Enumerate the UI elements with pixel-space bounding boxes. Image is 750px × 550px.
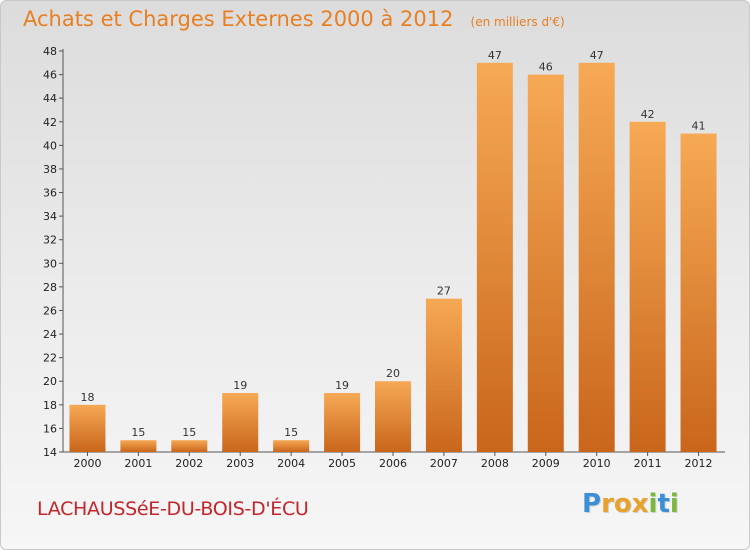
x-tick-label: 2009 — [532, 457, 560, 470]
bar-2005 — [324, 393, 361, 452]
y-tick-label: 42 — [43, 116, 57, 129]
bar-2010 — [578, 62, 615, 452]
y-tick-label: 22 — [43, 352, 57, 365]
data-label-2010: 47 — [590, 49, 604, 62]
chart-title: Achats et Charges Externes 2000 à 2012 — [23, 7, 454, 31]
x-tick-label: 2007 — [430, 457, 458, 470]
y-tick-label: 46 — [43, 69, 57, 82]
y-tick-label: 32 — [43, 234, 57, 247]
y-tick-label: 48 — [43, 45, 57, 58]
bar-2003 — [222, 393, 259, 452]
title-row: Achats et Charges Externes 2000 à 2012 (… — [23, 7, 565, 31]
y-tick-label: 14 — [43, 446, 57, 459]
bar-2001 — [120, 440, 157, 452]
y-tick-label: 30 — [43, 257, 57, 270]
logo-letter: t — [657, 489, 670, 519]
y-tick-label: 28 — [43, 281, 57, 294]
data-label-2008: 47 — [488, 49, 502, 62]
x-tick-label: 2010 — [583, 457, 611, 470]
chart-unit: (en milliers d'€) — [470, 15, 565, 29]
proxiti-logo: Proxiti — [582, 489, 679, 519]
y-tick-label: 26 — [43, 304, 57, 317]
y-tick-label: 34 — [43, 210, 57, 223]
data-labels: 18 15 15 19 15 19 20 27 47 46 47 42 41 — [80, 49, 705, 439]
data-label-2000: 18 — [80, 391, 94, 404]
y-tick-label: 16 — [43, 422, 57, 435]
logo-letter: o — [613, 489, 632, 519]
x-tick-label: 2000 — [73, 457, 101, 470]
logo-letter: i — [648, 489, 658, 519]
y-tick-label: 38 — [43, 163, 57, 176]
bar-2006 — [375, 381, 411, 452]
bars — [69, 62, 717, 453]
logo-letter: r — [601, 489, 614, 519]
data-label-2012: 41 — [692, 120, 706, 133]
y-tick-label: 20 — [43, 375, 57, 388]
bar-2012 — [680, 133, 717, 452]
data-label-2005: 19 — [335, 379, 349, 392]
data-label-2001: 15 — [131, 426, 145, 439]
y-tick-label: 40 — [43, 139, 57, 152]
data-label-2002: 15 — [182, 426, 196, 439]
y-tick-label: 36 — [43, 187, 57, 200]
data-label-2004: 15 — [284, 426, 298, 439]
bar-2011 — [629, 121, 666, 452]
x-tick-label: 2011 — [634, 457, 662, 470]
data-label-2006: 20 — [386, 367, 400, 380]
commune-name: LACHAUSSéE-DU-BOIS-D'ÉCU — [37, 498, 309, 520]
bar-2008 — [476, 62, 513, 452]
y-tick-label: 18 — [43, 399, 57, 412]
logo-letter: x — [631, 489, 649, 519]
x-tick-label: 2004 — [277, 457, 305, 470]
bar-2007 — [425, 298, 462, 452]
axes: 14 16 18 20 22 24 26 28 30 32 34 36 38 40 42 44 46 48 2000… — [43, 45, 725, 470]
y-tick-label: 24 — [43, 328, 57, 341]
data-label-2009: 46 — [539, 61, 553, 74]
x-tick-label: 2008 — [481, 457, 509, 470]
data-label-2011: 42 — [641, 108, 655, 121]
x-tick-label: 2012 — [685, 457, 713, 470]
x-tick-label: 2003 — [226, 457, 254, 470]
x-tick-label: 2006 — [379, 457, 407, 470]
bar-2004 — [273, 440, 310, 452]
x-tick-label: 2002 — [175, 457, 203, 470]
x-tick-label: 2001 — [124, 457, 152, 470]
logo-letter: P — [582, 489, 602, 519]
x-tick-label: 2005 — [328, 457, 356, 470]
data-label-2007: 27 — [437, 285, 451, 298]
y-tick-label: 44 — [43, 92, 57, 105]
logo-letter: i — [669, 489, 679, 519]
data-label-2003: 19 — [233, 379, 247, 392]
bar-2000 — [69, 404, 106, 452]
bar-2002 — [171, 440, 208, 452]
bar-2009 — [527, 74, 564, 453]
